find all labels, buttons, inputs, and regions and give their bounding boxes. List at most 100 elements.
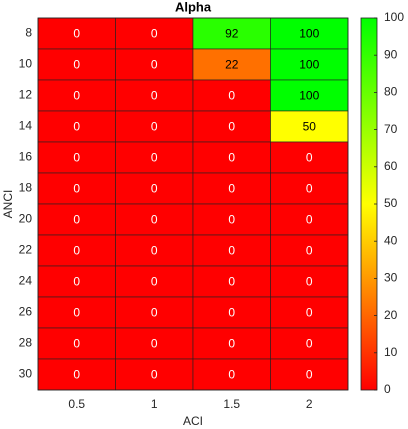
heatmap-cell [37, 203, 116, 236]
y-axis-label: ANCI [1, 190, 15, 219]
y-tick-label: 20 [19, 212, 33, 226]
cell-label: 0 [306, 275, 313, 289]
heatmap-cell [115, 358, 194, 391]
cell-label: 22 [225, 58, 239, 72]
cell-label: 0 [73, 151, 80, 165]
colorbar-tick-label: 30 [384, 271, 398, 285]
plot-frame [37, 17, 349, 391]
x-tick-label: 1 [151, 397, 158, 411]
heatmap-cell [115, 327, 194, 360]
cell-label: 0 [306, 306, 313, 320]
heatmap-cell [192, 203, 271, 236]
heatmap-cell [270, 265, 349, 298]
cell-label: 0 [228, 368, 235, 382]
cell-label: 0 [228, 213, 235, 227]
cell-label: 0 [73, 368, 80, 382]
colorbar-tick-label: 20 [384, 308, 398, 322]
cell-label: 92 [225, 27, 239, 41]
heatmap-cell [115, 110, 194, 143]
heatmap-cell [192, 358, 271, 391]
heatmap-cell [192, 234, 271, 267]
cell-label: 0 [73, 182, 80, 196]
heatmap-cell [115, 17, 194, 50]
heatmap-cell [37, 172, 116, 205]
heatmap-cell [270, 17, 349, 50]
colorbar-tick-label: 50 [384, 196, 398, 210]
cell-label: 0 [151, 182, 158, 196]
y-tick-label: 12 [19, 88, 33, 102]
colorbar-tick-label: 100 [384, 10, 404, 24]
cell-label: 0 [151, 151, 158, 165]
heatmap-cell [270, 79, 349, 112]
cell-label: 0 [151, 368, 158, 382]
colorbar-tick-label: 0 [384, 382, 391, 396]
cell-label: 0 [73, 58, 80, 72]
cell-label: 0 [151, 27, 158, 41]
cell-label: 0 [306, 337, 313, 351]
cell-label: 0 [306, 182, 313, 196]
x-axis-label: ACI [183, 414, 203, 428]
y-tick-label: 18 [19, 181, 33, 195]
cell-label: 0 [228, 337, 235, 351]
cell-label: 0 [73, 275, 80, 289]
cell-label: 0 [306, 244, 313, 258]
heatmap-cell [115, 141, 194, 174]
heatmap-cell [192, 327, 271, 360]
y-tick-label: 14 [19, 119, 33, 133]
heatmap-cell [270, 296, 349, 329]
y-tick-label: 26 [19, 305, 33, 319]
y-tick-label: 16 [19, 150, 33, 164]
heatmap-cell [37, 48, 116, 81]
x-tick-label: 1.5 [223, 397, 240, 411]
y-tick-label: 24 [19, 274, 33, 288]
cell-label: 0 [228, 182, 235, 196]
chart-title: Alpha [175, 0, 212, 14]
heatmap-cell [192, 172, 271, 205]
cell-label: 0 [73, 27, 80, 41]
cell-label: 0 [151, 213, 158, 227]
cell-label: 0 [228, 120, 235, 134]
heatmap-cell [270, 203, 349, 236]
y-tick-label: 22 [19, 243, 33, 257]
cell-label: 0 [73, 306, 80, 320]
cell-label: 0 [228, 275, 235, 289]
cell-label: 0 [73, 244, 80, 258]
cell-label: 0 [151, 306, 158, 320]
heatmap-cell [37, 358, 116, 391]
colorbar-tick-label: 70 [384, 122, 398, 136]
cell-label: 0 [151, 89, 158, 103]
heatmap-cell [115, 48, 194, 81]
cell-label: 100 [299, 27, 319, 41]
cell-label: 0 [151, 275, 158, 289]
cell-label: 100 [299, 58, 319, 72]
cell-label: 0 [151, 120, 158, 134]
heatmap-cell [37, 110, 116, 143]
cell-label: 0 [73, 120, 80, 134]
cell-label: 0 [73, 89, 80, 103]
x-tick-label: 0.5 [68, 397, 85, 411]
cell-label: 0 [228, 244, 235, 258]
heatmap-cell [115, 296, 194, 329]
heatmap-cell [192, 265, 271, 298]
heatmap-cell [115, 172, 194, 205]
heatmap-cell [37, 234, 116, 267]
colorbar-tick-label: 60 [384, 159, 398, 173]
colorbar-tick-label: 10 [384, 345, 398, 359]
cell-label: 0 [151, 337, 158, 351]
heatmap-cell [115, 79, 194, 112]
heatmap-cell [270, 110, 349, 143]
colorbar-tick-label: 80 [384, 85, 398, 99]
cell-label: 0 [73, 213, 80, 227]
y-tick-label: 8 [25, 26, 32, 40]
cell-label: 0 [151, 244, 158, 258]
cell-label: 0 [228, 89, 235, 103]
heatmap-cell [37, 17, 116, 50]
cell-label: 0 [228, 306, 235, 320]
cell-label: 50 [303, 120, 317, 134]
cell-label: 0 [306, 368, 313, 382]
cell-label: 100 [299, 89, 319, 103]
y-tick-label: 30 [19, 367, 33, 381]
heatmap-cell [270, 48, 349, 81]
colorbar-tick-label: 40 [384, 233, 398, 247]
